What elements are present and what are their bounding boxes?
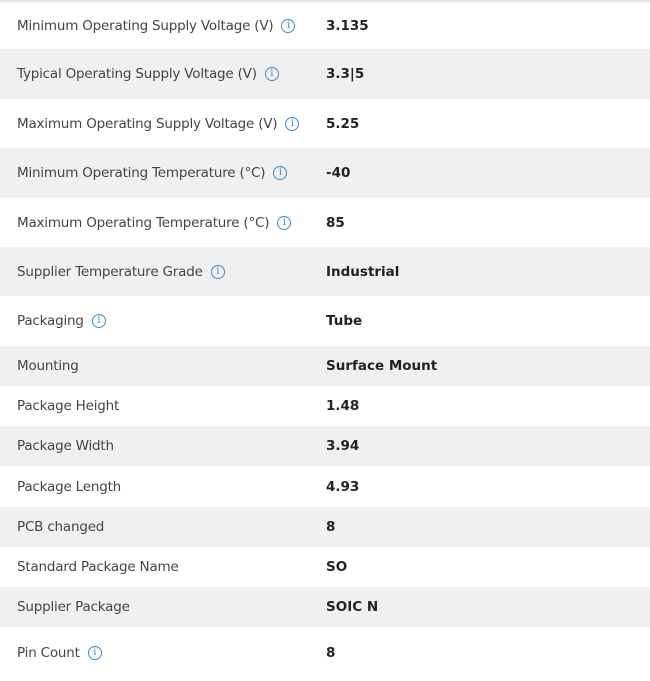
spec-label: Minimum Operating Temperature (°C) bbox=[17, 165, 266, 181]
info-icon[interactable]: i bbox=[91, 314, 106, 328]
spec-label-cell: Minimum Operating Temperature (°C) i bbox=[0, 165, 326, 181]
spec-label: Maximum Operating Temperature (°C) bbox=[17, 214, 270, 231]
spec-label: Pin Count bbox=[17, 644, 80, 661]
top-divider bbox=[0, 0, 650, 2]
spec-label: PCB changed bbox=[17, 519, 105, 535]
info-icon[interactable]: i bbox=[277, 215, 292, 230]
info-icon[interactable]: i bbox=[273, 166, 288, 180]
spec-row: Supplier Package SOIC N bbox=[0, 587, 650, 627]
spec-value: 5.25 bbox=[326, 115, 360, 132]
spec-row: Packaging i Tube bbox=[0, 296, 650, 346]
spec-value: Surface Mount bbox=[326, 358, 438, 374]
spec-value: Tube bbox=[326, 313, 363, 329]
info-icon[interactable]: i bbox=[285, 116, 300, 131]
spec-label-cell: Supplier Temperature Grade i bbox=[0, 264, 326, 280]
spec-value: 85 bbox=[326, 214, 345, 231]
spec-label: Typical Operating Supply Voltage (V) bbox=[17, 66, 257, 82]
spec-label-cell: Maximum Operating Temperature (°C) i bbox=[0, 215, 326, 231]
spec-label: Package Width bbox=[17, 438, 114, 454]
spec-label-cell: Mounting bbox=[0, 358, 326, 374]
spec-label: Package Length bbox=[17, 478, 122, 495]
spec-row: Pin Count i 8 bbox=[0, 627, 650, 678]
spec-value: 1.48 bbox=[326, 398, 360, 414]
spec-label: Mounting bbox=[17, 358, 79, 374]
spec-value: -40 bbox=[326, 165, 351, 181]
spec-label-cell: Package Length bbox=[0, 479, 326, 495]
spec-value: Industrial bbox=[326, 263, 400, 280]
spec-label: Minimum Operating Supply Voltage (V) bbox=[17, 17, 274, 34]
spec-value: SOIC N bbox=[326, 599, 379, 615]
spec-label-cell: Typical Operating Supply Voltage (V) i bbox=[0, 66, 326, 82]
spec-row: Maximum Operating Supply Voltage (V) i 5.2… bbox=[0, 99, 650, 148]
spec-label-cell: Packaging i bbox=[0, 313, 326, 329]
spec-value: SO bbox=[326, 559, 348, 575]
info-icon[interactable]: i bbox=[210, 264, 225, 279]
spec-value: 4.93 bbox=[326, 478, 360, 495]
spec-value: 3.94 bbox=[326, 438, 360, 454]
spec-row: Typical Operating Supply Voltage (V) i 3.3… bbox=[0, 49, 650, 99]
spec-label-cell: Minimum Operating Supply Voltage (V) i bbox=[0, 18, 326, 34]
spec-row: Minimum Operating Supply Voltage (V) i 3.1… bbox=[0, 2, 650, 49]
spec-row: Package Width 3.94 bbox=[0, 426, 650, 466]
spec-row: Supplier Temperature Grade i Industrial bbox=[0, 247, 650, 296]
spec-label: Maximum Operating Supply Voltage (V) bbox=[17, 115, 278, 132]
spec-row: PCB changed 8 bbox=[0, 507, 650, 547]
spec-label-cell: Maximum Operating Supply Voltage (V) i bbox=[0, 116, 326, 132]
spec-label: Standard Package Name bbox=[17, 559, 179, 575]
spec-label-cell: Package Width bbox=[0, 438, 326, 454]
spec-label-cell: Pin Count i bbox=[0, 645, 326, 661]
spec-label: Package Height bbox=[17, 398, 120, 414]
spec-row: Package Height 1.48 bbox=[0, 386, 650, 426]
spec-label: Packaging bbox=[17, 313, 84, 329]
spec-label-cell: Supplier Package bbox=[0, 599, 326, 615]
spec-row: Standard Package Name SO bbox=[0, 547, 650, 587]
spec-value: 3.3|5 bbox=[326, 66, 365, 82]
spec-row: Package Length 4.93 bbox=[0, 466, 650, 507]
spec-row: Minimum Operating Temperature (°C) i -40 bbox=[0, 148, 650, 198]
spec-value: 3.135 bbox=[326, 17, 369, 34]
spec-value: 8 bbox=[326, 644, 336, 661]
spec-row: Maximum Operating Temperature (°C) i 85 bbox=[0, 198, 650, 247]
spec-row: Mounting Surface Mount bbox=[0, 346, 650, 386]
info-icon[interactable]: i bbox=[87, 645, 102, 660]
spec-label: Supplier Temperature Grade bbox=[17, 263, 203, 280]
spec-label-cell: PCB changed bbox=[0, 519, 326, 535]
info-icon[interactable]: i bbox=[281, 18, 296, 33]
spec-label-cell: Package Height bbox=[0, 398, 326, 414]
spec-label-cell: Standard Package Name bbox=[0, 559, 326, 575]
spec-label: Supplier Package bbox=[17, 599, 130, 615]
info-icon[interactable]: i bbox=[264, 67, 279, 81]
spec-value: 8 bbox=[326, 519, 336, 535]
